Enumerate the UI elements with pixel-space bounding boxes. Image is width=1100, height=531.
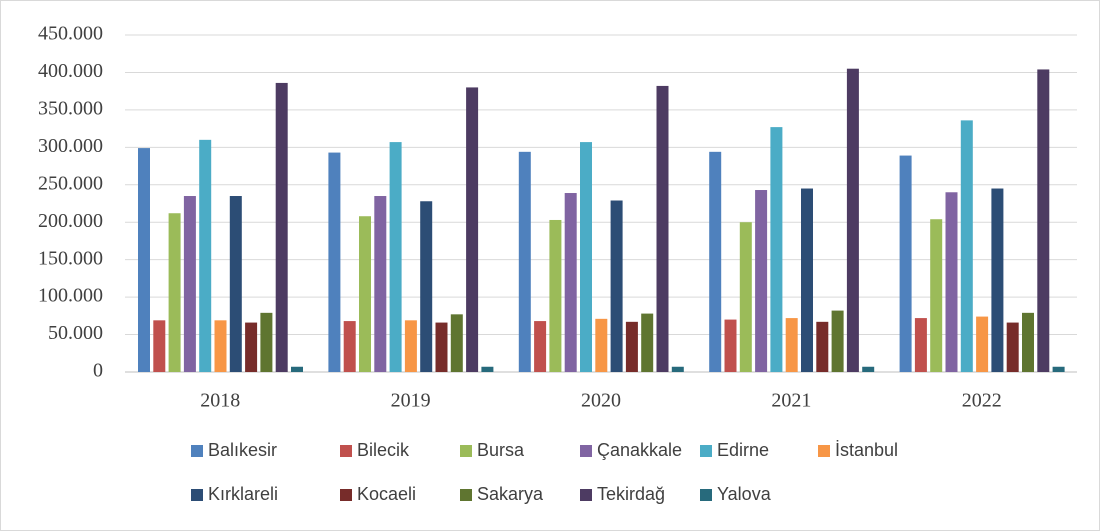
bar (656, 85, 669, 373)
bar (801, 188, 813, 372)
legend-label: Yalova (717, 484, 772, 504)
bar (960, 120, 973, 372)
legend-swatch (340, 445, 352, 457)
legend-swatch (191, 489, 203, 501)
bar (709, 151, 722, 372)
legend-label: Tekirdağ (597, 484, 665, 504)
bar (1022, 312, 1034, 372)
bar (435, 322, 448, 372)
bar (580, 142, 592, 372)
legend-label: Edirne (717, 440, 769, 460)
bar (245, 322, 258, 372)
bar (229, 196, 242, 372)
bar (816, 321, 829, 372)
x-tick-label: 2020 (581, 390, 621, 412)
bar (420, 201, 433, 372)
bar (862, 366, 875, 372)
bar (450, 314, 463, 372)
y-tick-label: 200.000 (38, 210, 103, 232)
bar (739, 222, 752, 372)
legend-swatch (191, 445, 203, 457)
bar (914, 318, 927, 372)
bar (899, 155, 912, 372)
bar (183, 196, 196, 372)
bar (343, 321, 356, 372)
legend-label: Kırklareli (208, 484, 278, 504)
bar (625, 321, 638, 372)
x-tick-label: 2022 (962, 390, 1002, 412)
y-tick-label: 350.000 (38, 97, 103, 119)
y-tick-label: 400.000 (38, 60, 103, 82)
bar (1037, 69, 1050, 373)
legend-swatch (700, 445, 712, 457)
legend-label: İstanbul (835, 440, 898, 460)
bar (846, 68, 859, 372)
bar (1006, 322, 1019, 372)
legend-label: Balıkesir (208, 440, 277, 460)
bar (831, 310, 844, 372)
bar (260, 312, 273, 372)
legend-label: Bilecik (357, 440, 410, 460)
legend-label: Sakarya (477, 484, 544, 504)
y-tick-label: 150.000 (38, 247, 103, 269)
bar (389, 142, 402, 372)
bar (549, 219, 562, 372)
bar (641, 313, 654, 372)
legend-swatch (460, 489, 472, 501)
legend-swatch (340, 489, 352, 501)
bar (945, 192, 958, 372)
bar (564, 193, 577, 372)
x-tick-label: 2019 (391, 390, 431, 412)
legend-label: Çanakkale (597, 440, 682, 460)
bar (770, 127, 783, 372)
bar (671, 366, 684, 372)
bar (153, 320, 166, 372)
bar (755, 190, 768, 372)
y-tick-label: 250.000 (38, 172, 103, 194)
bar (1052, 366, 1065, 372)
bar (138, 148, 150, 372)
bar (291, 366, 303, 372)
bar (595, 318, 608, 372)
bar (199, 139, 212, 372)
y-tick-label: 0 (93, 360, 103, 382)
bar (991, 188, 1004, 372)
bar (359, 216, 371, 372)
legend-swatch (580, 489, 592, 501)
bar (374, 196, 387, 372)
bar (404, 320, 417, 372)
legend-swatch (580, 445, 592, 457)
legend-label: Kocaeli (357, 484, 416, 504)
bar (466, 87, 479, 372)
bar (534, 321, 547, 372)
y-tick-label: 50.000 (48, 322, 103, 344)
bar (168, 213, 181, 372)
bar (785, 318, 798, 372)
legend-swatch (700, 489, 712, 501)
legend-swatch (818, 445, 830, 457)
bar (518, 151, 531, 372)
legend-label: Bursa (477, 440, 525, 460)
bar (275, 82, 288, 372)
y-tick-label: 100.000 (38, 285, 103, 307)
x-tick-label: 2018 (200, 390, 240, 412)
y-tick-label: 300.000 (38, 135, 103, 157)
y-tick-label: 450.000 (38, 23, 103, 45)
bar (930, 219, 943, 372)
legend-swatch (460, 445, 472, 457)
bar (214, 320, 227, 372)
bar (481, 366, 494, 372)
bar (976, 316, 989, 372)
bar (328, 152, 341, 372)
x-tick-label: 2021 (771, 390, 811, 412)
bar (610, 200, 623, 372)
bar (724, 319, 737, 372)
